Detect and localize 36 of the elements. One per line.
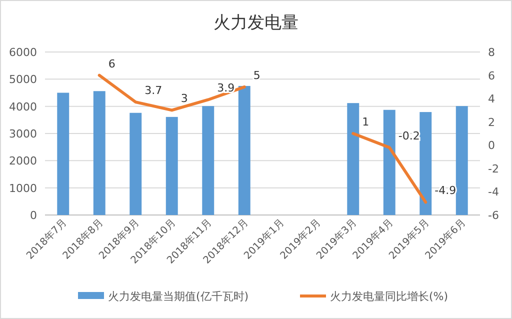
data-label: 3.7: [144, 84, 162, 98]
data-label: 3.9: [217, 82, 235, 95]
data-label: 3: [180, 92, 188, 106]
y-tick-label: 1000: [9, 182, 37, 195]
y-tick-label: 6000: [9, 46, 37, 59]
data-label: -4.9: [434, 184, 456, 198]
data-label: 5: [253, 68, 260, 82]
bar: [93, 91, 106, 215]
y2-tick-label: 6: [488, 69, 495, 82]
y-tick-label: 0: [30, 209, 37, 222]
y2-tick-label: 8: [488, 46, 495, 59]
legend-label: 火力发电量当期值(亿千瓦时): [108, 290, 249, 303]
data-label: 6: [108, 57, 116, 70]
data-label: 1: [362, 116, 370, 128]
y2-tick-label: 2: [488, 116, 495, 129]
bar: [347, 103, 360, 215]
legend-label: 火力发电量同比增长(%): [330, 290, 448, 303]
data-label: -0.2: [398, 129, 420, 142]
bar: [383, 110, 396, 215]
bar: [456, 106, 468, 215]
y2-tick-label: 0: [488, 139, 495, 152]
bar: [166, 116, 178, 215]
y-tick-label: 5000: [9, 73, 37, 86]
y2-tick-label: -4: [488, 186, 499, 199]
y-tick-label: 2000: [9, 154, 37, 168]
bar: [57, 92, 70, 215]
y-tick-label: 4000: [9, 100, 37, 114]
y-tick-label: 3000: [9, 128, 37, 140]
y2-tick-label: -2: [488, 162, 499, 176]
y2-tick-label: -6: [488, 209, 499, 222]
bar: [202, 106, 214, 215]
bar: [130, 112, 142, 215]
y2-tick-label: 4: [488, 92, 495, 106]
bar: [238, 86, 250, 215]
chart-title: 火力发电量: [214, 13, 298, 33]
bar: [420, 112, 432, 215]
